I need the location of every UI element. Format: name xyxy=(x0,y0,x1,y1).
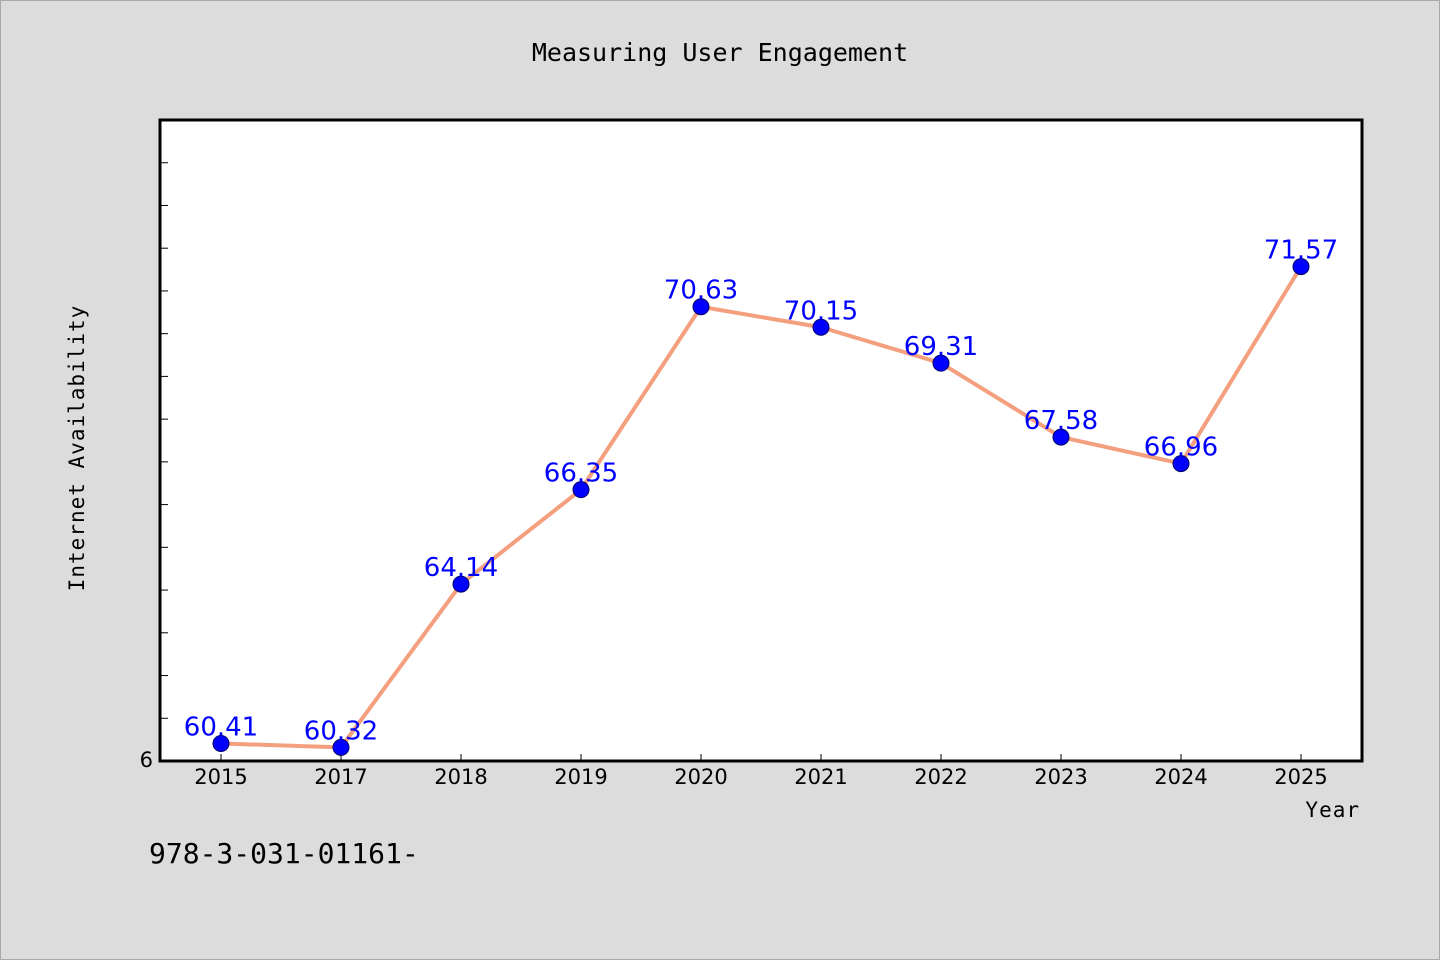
y-axis-label: Internet Availability xyxy=(65,305,89,592)
x-tick-label: 2019 xyxy=(554,765,607,789)
chart-title: Measuring User Engagement xyxy=(532,38,908,67)
y-axis-ticks: 6 xyxy=(140,162,168,772)
data-point xyxy=(692,298,710,316)
data-point xyxy=(932,354,950,372)
data-label: 70.15 xyxy=(784,296,858,326)
data-labels: 60.41 60.32 64.14 66.35 70.63 70.15 69.31 67.58… xyxy=(184,236,1338,747)
x-tick-label: 2018 xyxy=(434,765,487,789)
data-markers xyxy=(212,258,1310,756)
data-point xyxy=(1052,428,1070,446)
data-label: 71.57 xyxy=(1264,236,1338,266)
y-tick-label: 6 xyxy=(140,748,153,772)
data-label: 60.32 xyxy=(304,716,378,746)
x-axis-label: Year xyxy=(1305,798,1360,822)
x-tick-label: 2022 xyxy=(914,765,967,789)
x-tick-label: 2025 xyxy=(1274,765,1327,789)
x-axis-ticks: 2015 2017 2018 2019 2020 2021 2022 2023 2024 2025 xyxy=(194,754,1328,789)
data-point xyxy=(1292,258,1310,276)
data-point xyxy=(212,734,230,752)
data-point xyxy=(572,481,590,499)
data-label: 69.31 xyxy=(904,332,978,362)
x-tick-label: 2021 xyxy=(794,765,847,789)
x-tick-label: 2015 xyxy=(194,765,247,789)
data-point xyxy=(1172,455,1190,473)
data-label: 66.35 xyxy=(544,459,618,489)
data-point xyxy=(452,575,470,593)
data-label: 66.96 xyxy=(1144,433,1218,463)
data-label: 67.58 xyxy=(1024,406,1098,436)
data-point xyxy=(332,738,350,756)
x-tick-label: 2020 xyxy=(674,765,727,789)
x-tick-label: 2017 xyxy=(314,765,367,789)
footer-isbn-text: 978-3-031-01161- xyxy=(149,837,419,870)
data-label: 70.63 xyxy=(664,276,738,306)
x-tick-label: 2023 xyxy=(1034,765,1087,789)
data-label: 60.41 xyxy=(184,712,258,742)
plot-area xyxy=(158,118,1364,763)
series-line xyxy=(220,265,1303,750)
data-label: 64.14 xyxy=(424,553,498,583)
data-point xyxy=(812,318,830,336)
x-tick-label: 2024 xyxy=(1154,765,1207,789)
